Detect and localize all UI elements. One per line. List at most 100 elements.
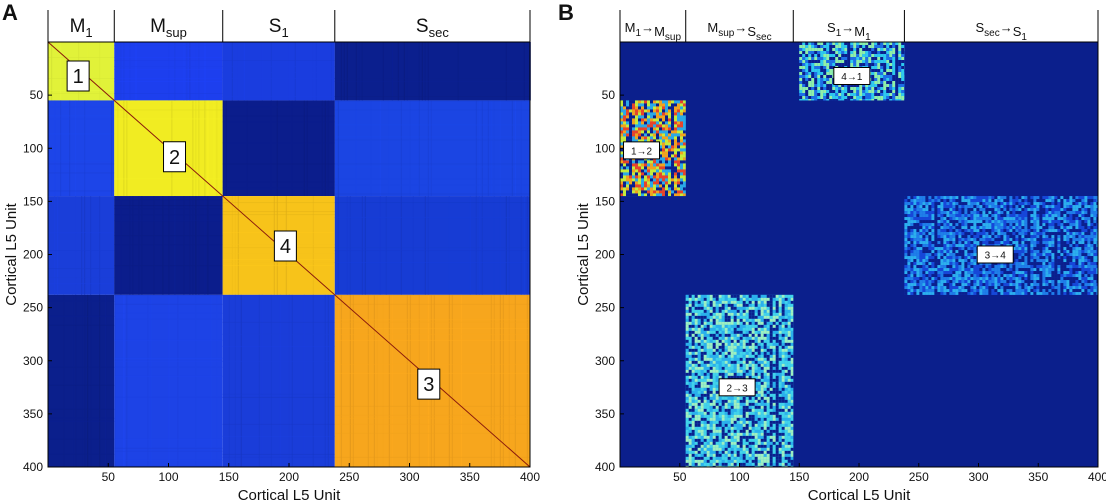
heatmap-cell xyxy=(724,411,728,415)
heatmap-cell xyxy=(1015,217,1019,221)
heatmap-cell xyxy=(973,211,977,215)
heatmap-cell xyxy=(688,324,692,328)
heatmap-cell xyxy=(697,387,701,391)
heatmap-cell xyxy=(706,444,710,448)
heatmap-cell xyxy=(1021,229,1025,233)
heatmap-cell xyxy=(1087,232,1091,236)
heatmap-cell xyxy=(994,223,998,227)
heatmap-cell xyxy=(647,187,650,191)
heatmap-cell xyxy=(1030,280,1034,284)
heatmap-cell xyxy=(1003,220,1007,224)
heatmap-cell xyxy=(644,172,647,176)
heatmap-cell xyxy=(721,327,725,331)
heatmap-cell xyxy=(680,127,683,131)
heatmap-texture-column xyxy=(505,42,507,101)
heatmap-cell xyxy=(635,175,638,179)
heatmap-cell xyxy=(937,265,941,269)
heatmap-texture-row xyxy=(114,318,223,320)
heatmap-cell xyxy=(691,417,695,421)
heatmap-cell xyxy=(1024,244,1028,248)
heatmap-cell xyxy=(1087,217,1091,221)
heatmap-cell xyxy=(1024,265,1028,269)
heatmap-cell xyxy=(1084,223,1088,227)
heatmap-cell xyxy=(1063,223,1067,227)
heatmap-cell xyxy=(997,211,1001,215)
heatmap-cell xyxy=(991,217,995,221)
heatmap-cell xyxy=(1087,196,1091,200)
heatmap-cell xyxy=(970,289,974,293)
heatmap-cell xyxy=(712,402,716,406)
heatmap-cell xyxy=(665,148,668,152)
heatmap-cell xyxy=(1057,268,1061,272)
heatmap-cell xyxy=(961,256,965,260)
heatmap-cell xyxy=(1072,265,1076,269)
heatmap-cell xyxy=(865,57,869,60)
heatmap-cell xyxy=(623,193,626,197)
heatmap-cell xyxy=(1093,205,1097,209)
heatmap-cell xyxy=(862,45,866,48)
heatmap-cell xyxy=(1060,292,1064,295)
heatmap-cell xyxy=(979,199,983,203)
heatmap-cell xyxy=(1045,199,1049,203)
heatmap-cell xyxy=(688,315,692,319)
heatmap-cell xyxy=(712,381,716,385)
heatmap-cell xyxy=(653,103,656,107)
heatmap-cell xyxy=(934,274,938,278)
heatmap-cell xyxy=(922,217,926,221)
heatmap-cell xyxy=(1024,277,1028,281)
heatmap-cell xyxy=(889,84,893,87)
heatmap-cell xyxy=(868,45,872,48)
heatmap-cell xyxy=(919,205,923,209)
heatmap-cell xyxy=(1075,265,1079,269)
heatmap-cell xyxy=(904,271,908,275)
heatmap-cell xyxy=(1051,226,1055,230)
heatmap-cell xyxy=(862,99,866,101)
heatmap-cell xyxy=(961,211,965,215)
heatmap-cell xyxy=(671,184,674,188)
heatmap-cell xyxy=(937,274,941,278)
heatmap-cell xyxy=(868,93,872,96)
heatmap-cell xyxy=(724,402,728,406)
heatmap-cell xyxy=(928,241,932,245)
heatmap-cell xyxy=(668,136,671,140)
heatmap-cell xyxy=(685,324,689,328)
heatmap-cell xyxy=(904,199,908,203)
x-tick-label: 150 xyxy=(219,470,239,484)
heatmap-cell xyxy=(653,100,656,104)
heatmap-cell xyxy=(991,283,995,287)
heatmap-cell xyxy=(1030,238,1034,242)
heatmap-cell xyxy=(620,193,623,197)
heatmap-cell xyxy=(1060,223,1064,227)
heatmap-texture-row xyxy=(222,163,335,165)
heatmap-cell xyxy=(808,54,812,57)
heatmap-texture-row xyxy=(114,78,223,79)
heatmap-cell xyxy=(1069,217,1073,221)
heatmap-cell xyxy=(865,87,869,90)
region-name: M xyxy=(654,24,665,39)
heatmap-cell xyxy=(847,57,851,60)
heatmap-cell xyxy=(1084,214,1088,218)
heatmap-cell xyxy=(659,172,662,176)
heatmap-cell xyxy=(688,390,692,394)
heatmap-cell xyxy=(727,465,731,467)
heatmap-cell xyxy=(721,339,725,343)
heatmap-cell xyxy=(916,220,920,224)
heatmap-texture-column xyxy=(355,42,357,101)
heatmap-cell xyxy=(862,84,866,87)
heatmap-cell xyxy=(1012,202,1016,206)
heatmap-cell xyxy=(1054,214,1058,218)
heatmap-block xyxy=(334,42,530,101)
heatmap-cell xyxy=(680,136,683,140)
heatmap-cell xyxy=(626,127,629,131)
heatmap-cell xyxy=(1051,196,1055,200)
x-tick-label: 100 xyxy=(158,470,178,484)
heatmap-cell xyxy=(1009,205,1013,209)
heatmap-cell xyxy=(1027,286,1031,290)
heatmap-cell xyxy=(817,99,821,101)
heatmap-cell xyxy=(635,139,638,143)
heatmap-cell xyxy=(1036,292,1040,295)
heatmap-cell xyxy=(898,51,902,54)
heatmap-cell xyxy=(967,259,971,263)
heatmap-cell xyxy=(871,42,875,45)
